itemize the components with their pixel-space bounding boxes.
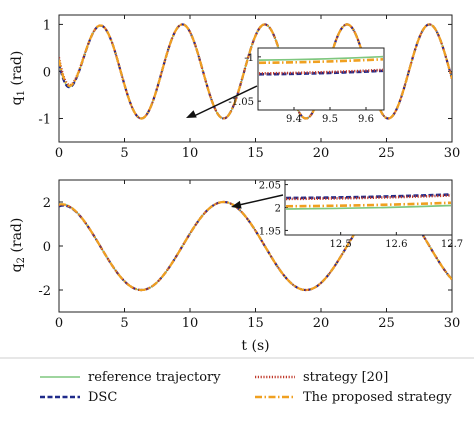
- inset-x-tick-label: 12.5: [330, 239, 352, 250]
- x-tick-label: 5: [120, 316, 128, 331]
- inset-line-strategy20: [258, 68, 384, 75]
- y-tick-label: -1: [38, 112, 51, 127]
- x-tick-label: 25: [378, 146, 395, 161]
- x-tick-label: 25: [378, 316, 395, 331]
- legend-label-dsc: DSC: [88, 390, 117, 405]
- inset-line-reference: [258, 55, 384, 61]
- legend-label-reference: reference trajectory: [88, 370, 221, 385]
- x-tick-label: 10: [182, 146, 199, 161]
- legend: reference trajectory strategy [20] DSC The …: [0, 357, 474, 405]
- inset-y-tick-label: -1.05: [228, 97, 254, 108]
- y-tick-label: 2: [43, 196, 51, 211]
- inset-x-tick-label: 9.5: [322, 114, 338, 125]
- inset-line-strategy20: [285, 194, 452, 201]
- inset-x-tick-label: 9.6: [358, 114, 374, 125]
- inset-y-tick-label: 2.05: [259, 181, 281, 192]
- x-tick-label: 15: [247, 316, 264, 331]
- inset-y-tick-label: 2: [275, 204, 281, 215]
- inset-line-proposed: [285, 201, 452, 208]
- x-tick-label: 30: [444, 316, 461, 331]
- y-tick-label: 0: [43, 65, 51, 80]
- x-axis-label: t (s): [241, 338, 269, 354]
- inset-line-proposed: [258, 57, 384, 65]
- y-tick-label: 0: [43, 240, 51, 255]
- y-tick-label: 1: [43, 18, 51, 33]
- y-tick-label: -2: [38, 284, 51, 299]
- x-tick-label: 15: [247, 146, 264, 161]
- x-tick-label: 20: [313, 146, 330, 161]
- x-tick-label: 20: [313, 316, 330, 331]
- y-axis-label: q2 (rad): [9, 218, 27, 273]
- y-axis-label: q1 (rad): [9, 51, 27, 106]
- inset-x-tick-label: 12.7: [441, 239, 463, 250]
- inset-y-tick-label: -1: [244, 53, 254, 64]
- legend-label-proposed: The proposed strategy: [303, 390, 452, 405]
- inset-x-tick-label: 9.4: [286, 114, 302, 125]
- x-tick-label: 10: [182, 316, 199, 331]
- x-tick-label: 0: [55, 316, 63, 331]
- pointer-arrow-shaft: [193, 85, 258, 117]
- x-tick-label: 30: [444, 146, 461, 161]
- inset-x-tick-label: 12.6: [385, 239, 407, 250]
- inset-line-reference: [285, 204, 452, 210]
- series-line-proposed: [59, 23, 452, 120]
- pointer-arrow-shaft: [238, 194, 284, 206]
- inset-y-tick-label: 1.95: [259, 226, 281, 237]
- x-tick-label: 5: [120, 146, 128, 161]
- legend-label-strategy20: strategy [20]: [303, 370, 388, 385]
- x-tick-label: 0: [55, 146, 63, 161]
- pointer-arrow-head: [186, 110, 197, 118]
- pointer-arrow-head: [231, 200, 242, 209]
